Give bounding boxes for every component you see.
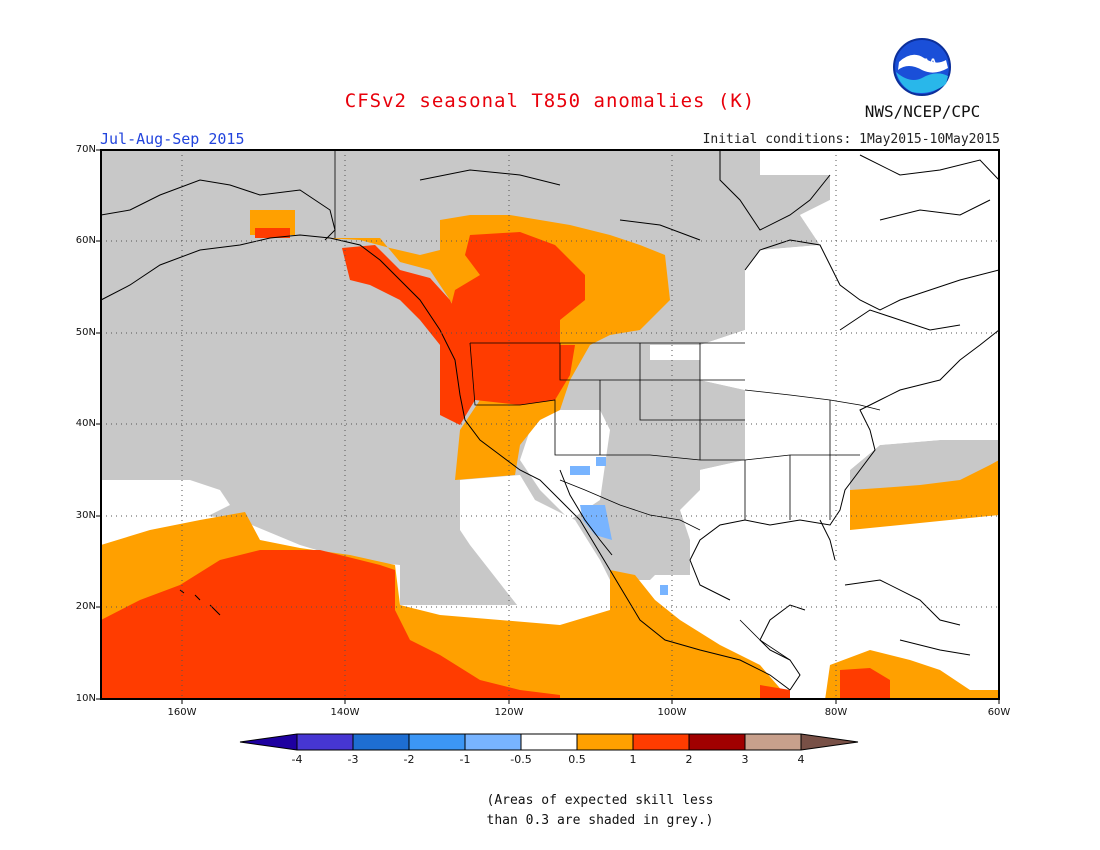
- colorbar-label: -4: [291, 753, 303, 766]
- lat-tick-label: 10N: [75, 693, 96, 704]
- colorbar-swatch-3: [409, 734, 465, 750]
- coastlines: [101, 150, 999, 691]
- noaa-logo-text: NOAA: [908, 58, 937, 68]
- lon-tick-label: 60W: [987, 707, 1011, 718]
- colorbar: [239, 733, 859, 751]
- colorbar-swatch-1: [297, 734, 353, 750]
- colorbar-label: -2: [403, 753, 415, 766]
- colorbar-swatch-9: [745, 734, 801, 750]
- colorbar-swatch-7: [633, 734, 689, 750]
- colorbar-label: -0.5: [510, 753, 532, 766]
- lat-tick-label: 20N: [75, 601, 96, 612]
- colorbar-label: -3: [347, 753, 359, 766]
- noaa-logo: NOAA: [893, 38, 951, 96]
- political-borders: [334, 150, 881, 661]
- anomaly-1-to-2: [101, 228, 890, 699]
- colorbar-label: 0.5: [568, 753, 586, 766]
- colorbar-swatch-5: [521, 734, 577, 750]
- lat-tick-label: 60N: [75, 235, 96, 246]
- colorbar-label: 4: [797, 753, 805, 766]
- colorbar-label: 1: [629, 753, 637, 766]
- chart-title: CFSv2 seasonal T850 anomalies (K): [344, 90, 756, 112]
- colorbar-label: 3: [741, 753, 749, 766]
- colorbar-swatch-2: [353, 734, 409, 750]
- lat-tick-label: 70N: [75, 144, 96, 155]
- initial-conditions: Initial conditions: 1May2015-10May2015: [702, 132, 1000, 147]
- anomaly-field: [101, 150, 999, 699]
- colorbar-swatch-0: [240, 734, 297, 750]
- colorbar-label: -1: [459, 753, 471, 766]
- lat-tick-label: 30N: [75, 510, 96, 521]
- colorbar-swatch-10: [801, 734, 858, 750]
- colorbar-swatch-6: [577, 734, 633, 750]
- skill-note: (Areas of expected skill less than 0.3 a…: [486, 793, 714, 828]
- colorbar-swatch-4: [465, 734, 521, 750]
- lat-tick-label: 50N: [75, 327, 96, 338]
- forecast-period: Jul-Aug-Sep 2015: [100, 130, 245, 148]
- colorbar-label: 2: [685, 753, 693, 766]
- lon-tick-label: 160W: [167, 707, 197, 718]
- lon-tick-label: 80W: [824, 707, 848, 718]
- lon-tick-label: 100W: [657, 707, 687, 718]
- lon-tick-label: 140W: [330, 707, 360, 718]
- organization-label: NWS/NCEP/CPC: [864, 102, 981, 121]
- lat-tick-label: 40N: [75, 418, 96, 429]
- lon-tick-label: 120W: [494, 707, 524, 718]
- axis-ticks: [96, 149, 1000, 704]
- colorbar-swatch-8: [689, 734, 745, 750]
- anomaly-neg-1-to-neg-0-5: [570, 457, 668, 595]
